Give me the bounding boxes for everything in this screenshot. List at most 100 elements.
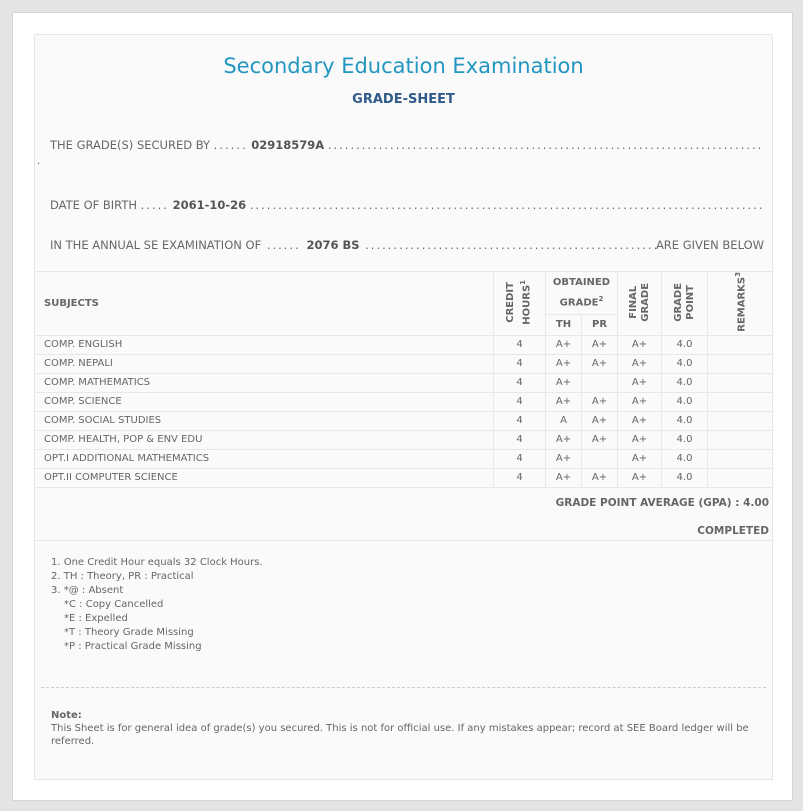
th-grade-cell: A+ xyxy=(545,334,582,355)
subject-cell: COMP. ENGLISH xyxy=(35,334,494,355)
pr-grade-cell: A+ xyxy=(581,467,618,488)
header-th: TH xyxy=(545,313,582,336)
final-grade-cell: A+ xyxy=(617,353,662,374)
grade-point-cell: 4.0 xyxy=(661,467,708,488)
page-subtitle: GRADE-SHEET xyxy=(352,92,455,107)
pr-grade-cell: A+ xyxy=(581,391,618,412)
header-subjects: SUBJECTS xyxy=(35,271,494,336)
grade-point-cell: 4.0 xyxy=(661,410,708,431)
pr-grade-cell: A+ xyxy=(581,334,618,355)
credit-cell: 4 xyxy=(493,448,546,469)
final-grade-cell: A+ xyxy=(617,372,662,393)
table-row: COMP. NEPALI 4 A+ A+ A+ 4.0 xyxy=(35,353,772,374)
header-final-grade: FINAL GRADE xyxy=(617,271,662,336)
remarks-cell xyxy=(707,467,772,488)
th-grade-cell: A+ xyxy=(545,391,582,412)
remarks-cell xyxy=(707,372,772,393)
th-grade-cell: A xyxy=(545,410,582,431)
grades-table: SUBJECTS CREDIT HOURS1 OBTAINED GRADE2 F… xyxy=(35,271,772,488)
table-row: OPT.I ADDITIONAL MATHEMATICS 4 A+ A+ 4.0 xyxy=(35,448,772,469)
footnote: *P : Practical Grade Missing xyxy=(64,641,202,652)
credit-cell: 4 xyxy=(493,353,546,374)
subject-cell: OPT.II COMPUTER SCIENCE xyxy=(35,467,494,488)
page-title: Secondary Education Examination xyxy=(223,54,584,78)
table-row: COMP. SCIENCE 4 A+ A+ A+ 4.0 xyxy=(35,391,772,412)
remarks-cell xyxy=(707,391,772,412)
footnote: *E : Expelled xyxy=(64,613,128,624)
dob-label: DATE OF BIRTH xyxy=(50,198,138,212)
header-obtained-grade: OBTAINED GRADE2 xyxy=(545,271,618,315)
symbol-number: 02918579A xyxy=(251,138,325,152)
secured-by-line: THE GRADE(S) SECURED BY ...... 02918579A… xyxy=(50,138,764,152)
subject-cell: COMP. NEPALI xyxy=(35,353,494,374)
exam-label: IN THE ANNUAL SE EXAMINATION OF xyxy=(50,238,262,252)
final-grade-cell: A+ xyxy=(617,391,662,412)
header-pr: PR xyxy=(581,313,618,336)
subject-cell: COMP. HEALTH, POP & ENV EDU xyxy=(35,429,494,450)
remarks-cell xyxy=(707,448,772,469)
final-grade-cell: A+ xyxy=(617,448,662,469)
header-credit-hours: CREDIT HOURS1 xyxy=(493,271,546,336)
th-grade-cell: A+ xyxy=(545,448,582,469)
credit-cell: 4 xyxy=(493,372,546,393)
table-row: COMP. HEALTH, POP & ENV EDU 4 A+ A+ A+ 4.0 xyxy=(35,429,772,450)
footnote: *C : Copy Cancelled xyxy=(64,599,164,610)
dob-value: 2061-10-26 xyxy=(172,198,247,212)
th-grade-cell: A+ xyxy=(545,467,582,488)
grade-point-cell: 4.0 xyxy=(661,334,708,355)
table-row: COMP. SOCIAL STUDIES 4 A A+ A+ 4.0 xyxy=(35,410,772,431)
dashed-divider xyxy=(41,687,766,688)
divider xyxy=(35,540,772,541)
footnotes: 1. One Credit Hour equals 32 Clock Hours… xyxy=(51,556,263,654)
subject-cell: COMP. MATHEMATICS xyxy=(35,372,494,393)
stray-dot: . xyxy=(37,156,41,167)
th-grade-cell: A+ xyxy=(545,353,582,374)
th-grade-cell: A+ xyxy=(545,429,582,450)
table-row: OPT.II COMPUTER SCIENCE 4 A+ A+ A+ 4.0 xyxy=(35,467,772,488)
remarks-cell xyxy=(707,410,772,431)
subject-cell: OPT.I ADDITIONAL MATHEMATICS xyxy=(35,448,494,469)
grade-point-cell: 4.0 xyxy=(661,429,708,450)
result-status: COMPLETED xyxy=(697,525,769,537)
gpa-value: GRADE POINT AVERAGE (GPA) : 4.00 xyxy=(555,497,769,509)
final-grade-cell: A+ xyxy=(617,429,662,450)
pr-grade-cell: A+ xyxy=(581,353,618,374)
exam-year: 2076 BS xyxy=(306,238,360,252)
disclaimer-note: Note: This Sheet is for general idea of … xyxy=(51,709,751,748)
credit-cell: 4 xyxy=(493,334,546,355)
credit-cell: 4 xyxy=(493,467,546,488)
remarks-cell xyxy=(707,429,772,450)
footnote: 2. TH : Theory, PR : Practical xyxy=(51,571,194,582)
subject-cell: COMP. SCIENCE xyxy=(35,391,494,412)
table-row: COMP. ENGLISH 4 A+ A+ A+ 4.0 xyxy=(35,334,772,355)
grade-point-cell: 4.0 xyxy=(661,448,708,469)
credit-cell: 4 xyxy=(493,410,546,431)
grade-point-cell: 4.0 xyxy=(661,391,708,412)
credit-cell: 4 xyxy=(493,429,546,450)
note-text: This Sheet is for general idea of grade(… xyxy=(51,723,749,747)
final-grade-cell: A+ xyxy=(617,334,662,355)
pr-grade-cell xyxy=(581,372,618,393)
grade-point-cell: 4.0 xyxy=(661,372,708,393)
header-remarks: REMARKS3 xyxy=(707,271,772,336)
note-label: Note: xyxy=(51,710,82,721)
credit-cell: 4 xyxy=(493,391,546,412)
subject-cell: COMP. SOCIAL STUDIES xyxy=(35,410,494,431)
footnote: *T : Theory Grade Missing xyxy=(64,627,194,638)
table-row: COMP. MATHEMATICS 4 A+ A+ 4.0 xyxy=(35,372,772,393)
exam-suffix: ARE GIVEN BELOW xyxy=(655,238,764,252)
pr-grade-cell xyxy=(581,448,618,469)
exam-line: IN THE ANNUAL SE EXAMINATION OF ...... 2… xyxy=(50,238,764,252)
pr-grade-cell: A+ xyxy=(581,410,618,431)
grade-sheet-panel: Secondary Education Examination GRADE-SH… xyxy=(34,34,773,780)
grade-point-cell: 4.0 xyxy=(661,353,708,374)
remarks-cell xyxy=(707,353,772,374)
secured-by-label: THE GRADE(S) SECURED BY xyxy=(50,138,211,152)
header-grade-point: GRADE POINT xyxy=(661,271,708,336)
remarks-cell xyxy=(707,334,772,355)
final-grade-cell: A+ xyxy=(617,410,662,431)
dob-line: DATE OF BIRTH ..... 2061-10-26 .........… xyxy=(50,198,764,212)
pr-grade-cell: A+ xyxy=(581,429,618,450)
final-grade-cell: A+ xyxy=(617,467,662,488)
th-grade-cell: A+ xyxy=(545,372,582,393)
